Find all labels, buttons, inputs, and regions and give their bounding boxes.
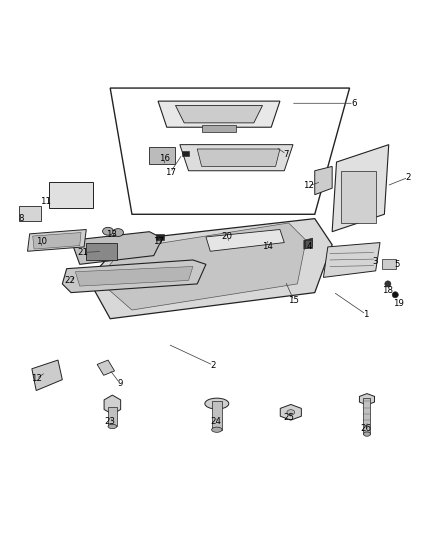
Text: 24: 24 (210, 417, 221, 426)
Polygon shape (97, 360, 115, 375)
Bar (341, 171, 376, 223)
Polygon shape (158, 101, 280, 127)
Polygon shape (280, 405, 301, 420)
Ellipse shape (113, 229, 124, 237)
Polygon shape (71, 232, 162, 264)
Polygon shape (323, 243, 380, 277)
Ellipse shape (205, 398, 229, 409)
Text: 17: 17 (153, 237, 164, 246)
Text: 9: 9 (117, 378, 123, 387)
Text: 10: 10 (36, 237, 47, 246)
Text: 16: 16 (159, 154, 170, 163)
Text: 19: 19 (393, 299, 404, 308)
Bar (382, 259, 396, 269)
Polygon shape (332, 144, 389, 232)
Bar (149, 147, 176, 164)
Text: 26: 26 (360, 424, 371, 433)
Bar (156, 235, 164, 240)
Bar (305, 240, 312, 248)
Text: 2: 2 (211, 361, 216, 370)
Ellipse shape (212, 427, 222, 432)
Polygon shape (75, 266, 193, 286)
Bar (201, 125, 237, 132)
Text: 14: 14 (262, 241, 273, 251)
Text: 20: 20 (221, 232, 232, 241)
Text: 6: 6 (351, 99, 357, 108)
Text: 13: 13 (106, 230, 117, 239)
Text: 4: 4 (307, 241, 312, 251)
Bar (364, 398, 371, 434)
Polygon shape (88, 219, 332, 319)
Text: 18: 18 (382, 286, 393, 295)
Polygon shape (32, 360, 62, 391)
Polygon shape (62, 260, 206, 293)
Polygon shape (197, 149, 280, 166)
Bar (19, 206, 41, 221)
Polygon shape (304, 238, 313, 249)
Bar (86, 243, 117, 260)
Ellipse shape (108, 424, 117, 429)
Ellipse shape (102, 228, 113, 235)
Polygon shape (180, 144, 293, 171)
Bar (182, 151, 188, 156)
Text: 1: 1 (364, 310, 369, 319)
Text: 12: 12 (303, 181, 314, 190)
Text: 22: 22 (64, 276, 75, 285)
Bar (49, 182, 93, 208)
Text: 11: 11 (40, 197, 51, 206)
Polygon shape (315, 166, 332, 195)
Polygon shape (206, 230, 284, 251)
Text: 7: 7 (284, 150, 289, 159)
Bar (108, 407, 117, 426)
Polygon shape (176, 106, 262, 123)
Text: 5: 5 (395, 260, 400, 269)
Text: 12: 12 (31, 374, 42, 383)
Text: 8: 8 (18, 214, 24, 223)
Ellipse shape (287, 410, 295, 415)
Text: 2: 2 (406, 173, 411, 182)
Polygon shape (104, 395, 120, 414)
Polygon shape (360, 393, 374, 405)
Text: 23: 23 (105, 417, 116, 426)
Polygon shape (97, 223, 306, 310)
Bar (212, 401, 222, 430)
Text: 17: 17 (165, 168, 176, 177)
Text: 25: 25 (283, 414, 294, 423)
Circle shape (385, 281, 391, 287)
Ellipse shape (364, 432, 371, 436)
Polygon shape (28, 230, 86, 251)
Text: 21: 21 (77, 248, 88, 257)
Polygon shape (33, 232, 81, 249)
Circle shape (392, 292, 398, 298)
Text: 3: 3 (372, 257, 378, 266)
Text: 15: 15 (288, 296, 299, 305)
